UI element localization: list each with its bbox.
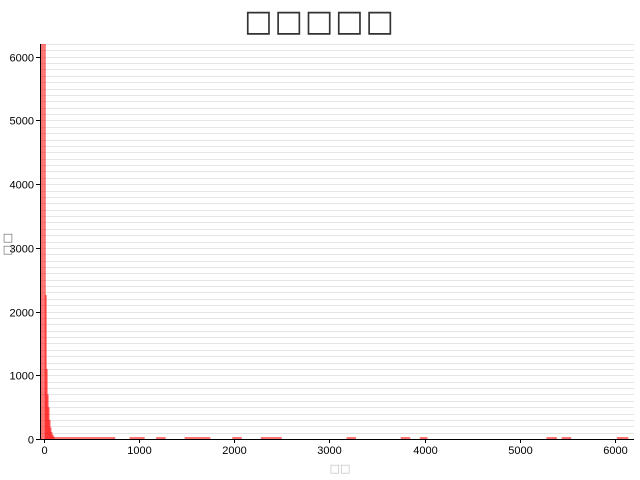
histogram-bar: [53, 437, 59, 439]
histogram-bar: [129, 437, 139, 439]
gridlines: [40, 44, 634, 434]
y-ticks: 0 1000 2000 3000 4000 5000 6000: [10, 53, 40, 447]
histogram-bar: [44, 295, 47, 439]
histogram-bar: [67, 437, 82, 439]
axes: [40, 44, 634, 440]
histogram-bar: [81, 437, 97, 439]
x-tick-label: 4000: [413, 445, 437, 457]
histogram-bar: [40, 44, 44, 439]
y-tick-label: 0: [28, 435, 34, 447]
y-tick-label: 6000: [10, 53, 34, 65]
x-tick-label: 2000: [222, 445, 246, 457]
x-axis-label: □□: [329, 462, 351, 475]
histogram-bar: [96, 437, 111, 439]
y-tick-label: 5000: [10, 116, 34, 128]
bars: [40, 44, 629, 439]
histogram-bar: [196, 437, 211, 439]
x-tick-label: 5000: [508, 445, 532, 457]
histogram-bar: [232, 437, 242, 439]
histogram-bar: [43, 44, 46, 439]
y-tick-label: 4000: [10, 180, 34, 192]
histogram-bar: [156, 437, 166, 439]
y-axis-label: □□: [2, 231, 14, 256]
histogram-bar: [184, 437, 197, 439]
histogram-bar: [272, 437, 282, 439]
y-tick-label: 2000: [10, 308, 34, 320]
y-tick-label: 1000: [10, 371, 34, 383]
histogram-bar: [346, 437, 357, 439]
histogram-bar: [546, 437, 557, 439]
histogram-bar: [58, 437, 68, 439]
x-tick-label: 0: [41, 445, 47, 457]
x-tick-label: 6000: [603, 445, 627, 457]
histogram-bar: [561, 437, 572, 439]
x-tick-label: 1000: [127, 445, 151, 457]
histogram-bar: [139, 437, 145, 439]
y-tick-label: 3000: [10, 244, 34, 256]
histogram-bar: [260, 437, 273, 439]
x-tick-label: 3000: [317, 445, 341, 457]
histogram-bar: [400, 437, 411, 439]
x-ticks: 0 1000 2000 3000 4000 5000 6000: [41, 439, 628, 457]
histogram-bar: [616, 437, 629, 439]
chart-title: □□□□□: [244, 4, 396, 39]
histogram-bar: [110, 437, 116, 439]
histogram-bar: [419, 437, 428, 439]
